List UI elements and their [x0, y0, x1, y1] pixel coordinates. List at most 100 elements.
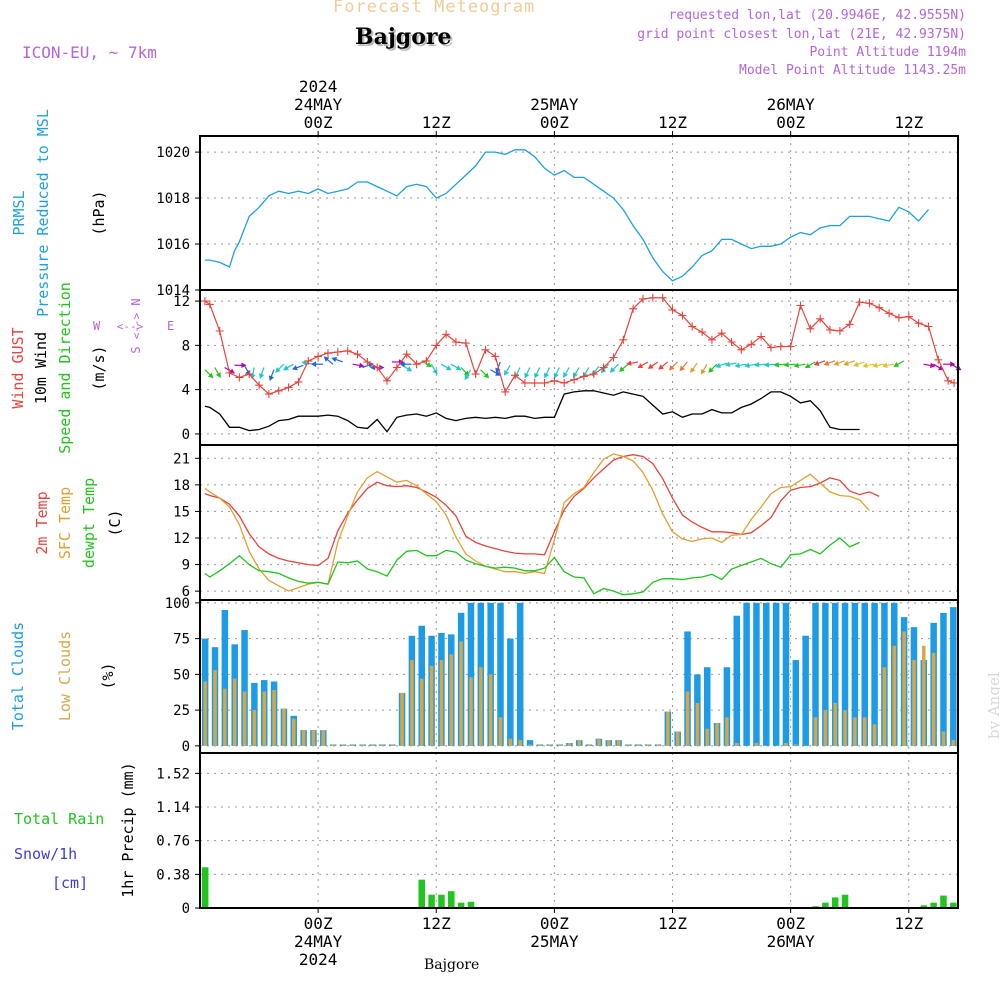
gust-marker — [314, 352, 323, 361]
gust-marker — [471, 370, 480, 379]
low-cloud-bar — [223, 688, 227, 746]
wind-arrow-head — [426, 361, 432, 367]
total-cloud-bar — [772, 602, 780, 746]
wind-arrow-head — [626, 360, 632, 366]
wind-arrow-head — [544, 372, 550, 379]
wind-arrow-head — [553, 372, 559, 379]
bottom-time-label: 12Z — [894, 914, 923, 933]
wind-arrow-head — [358, 362, 365, 369]
ytick-label-precip: 1.52 — [156, 766, 190, 782]
pressure-unit: (hPa) — [90, 190, 108, 235]
low-cloud-bar — [735, 742, 739, 746]
wind-arrow-head — [668, 364, 675, 371]
low-cloud-bar — [439, 660, 444, 746]
gust-marker — [904, 312, 913, 321]
total-cloud-bar — [467, 602, 475, 746]
total-cloud-bar — [871, 602, 878, 746]
low-cloud-bar — [213, 670, 217, 746]
gust-marker — [875, 303, 884, 312]
gust-marker — [255, 381, 264, 390]
gust-marker — [422, 356, 431, 365]
gust-marker — [826, 325, 834, 334]
low-cloud-bar — [754, 742, 759, 746]
wind-arrow-head — [853, 361, 859, 367]
temp-label: 2m Temp — [33, 491, 51, 554]
low-cloud-bar — [429, 665, 434, 746]
wind-arrow-head — [734, 362, 740, 369]
low-cloud-bar — [567, 742, 572, 746]
wind-arrow-head — [763, 362, 770, 368]
gust-marker — [717, 329, 726, 338]
bottom-time-label: 00Z — [540, 914, 569, 933]
compass-ew-arrow: <--> — [117, 320, 144, 333]
total-cloud-bar — [733, 615, 741, 746]
gust-marker — [599, 363, 608, 372]
gust-marker — [324, 349, 332, 358]
wind-arrow-head — [445, 365, 452, 371]
wind-arrow-head — [618, 366, 625, 372]
gust-marker — [343, 346, 352, 355]
wind-arrow-head — [724, 361, 731, 368]
low-cloud-bar — [882, 667, 887, 746]
gust-marker — [205, 300, 214, 309]
chart-title: Forecast Meteogram — [333, 0, 536, 17]
low-cloud-bar — [518, 740, 522, 746]
gust-marker — [639, 294, 647, 303]
gust-marker — [353, 350, 362, 359]
low-cloud-bar — [931, 652, 936, 746]
gust-marker — [786, 342, 795, 351]
ytick-label-temperature: 6 — [182, 584, 190, 600]
bottom-time-label: 00Z — [304, 914, 333, 933]
model-altitude: Model Point Altitude 1143.25m — [739, 63, 966, 78]
low-cloud-bar — [557, 744, 562, 746]
bottom-time-label: 25MAY — [530, 932, 579, 951]
wind-arrow-head — [292, 365, 298, 371]
wind-arrow-head — [259, 373, 265, 379]
rain-bar — [950, 902, 957, 908]
low-cloud-bar — [715, 722, 719, 746]
rain-bar — [457, 902, 465, 908]
clouds-unit: (%) — [99, 662, 117, 689]
low-cloud-bar — [370, 744, 375, 746]
low-cloud-bar — [508, 738, 513, 746]
ytick-label-temperature: 12 — [173, 531, 190, 547]
wind-unit: (m/s) — [90, 345, 108, 390]
closest-coords: grid point closest lon,lat (21E, 42.9375… — [637, 27, 966, 42]
gust-marker — [373, 363, 382, 372]
low-cloud-bar — [331, 744, 335, 746]
ytick-label-wind: 12 — [173, 294, 190, 310]
wind-arrow-head — [813, 360, 820, 366]
gust-marker — [274, 386, 283, 395]
gust-marker — [284, 383, 293, 392]
wind-arrow-head — [207, 372, 214, 379]
total-cloud-bar — [526, 740, 534, 746]
panel-bg-temperature — [200, 445, 958, 600]
bottom-time-label: 2024 — [299, 950, 338, 969]
gust-marker — [885, 309, 894, 318]
gust-marker — [481, 345, 490, 354]
low-cloud-bar — [577, 740, 581, 746]
gust-marker — [363, 358, 372, 366]
gust-marker — [757, 332, 766, 341]
compass-ns-arrow: <--> — [130, 312, 143, 339]
wind-arrow-head — [773, 362, 780, 368]
total-cloud-bar — [792, 660, 800, 746]
total-cloud-bar — [703, 667, 711, 746]
top-time-label: 00Z — [540, 113, 569, 132]
low-cloud-bar — [390, 744, 394, 746]
wind-arrow-head — [700, 368, 706, 375]
wind-arrow-head — [708, 367, 714, 373]
ytick-label-precip: 0.76 — [156, 834, 190, 850]
top-time-label: 26MAY — [767, 95, 816, 114]
low-cloud-bar — [419, 678, 424, 746]
sfc-label: SFC Temp — [56, 487, 74, 559]
low-cloud-bar — [380, 744, 385, 746]
wind-arrow-head — [833, 360, 840, 366]
gust-marker — [767, 343, 775, 352]
gust-marker — [442, 330, 451, 339]
ytick-label-wind: 0 — [182, 427, 190, 443]
wind-arrow-head — [534, 372, 540, 379]
low-cloud-bar — [656, 744, 660, 746]
low-cloud-bar — [252, 710, 257, 746]
total-cloud-bar — [822, 602, 829, 746]
